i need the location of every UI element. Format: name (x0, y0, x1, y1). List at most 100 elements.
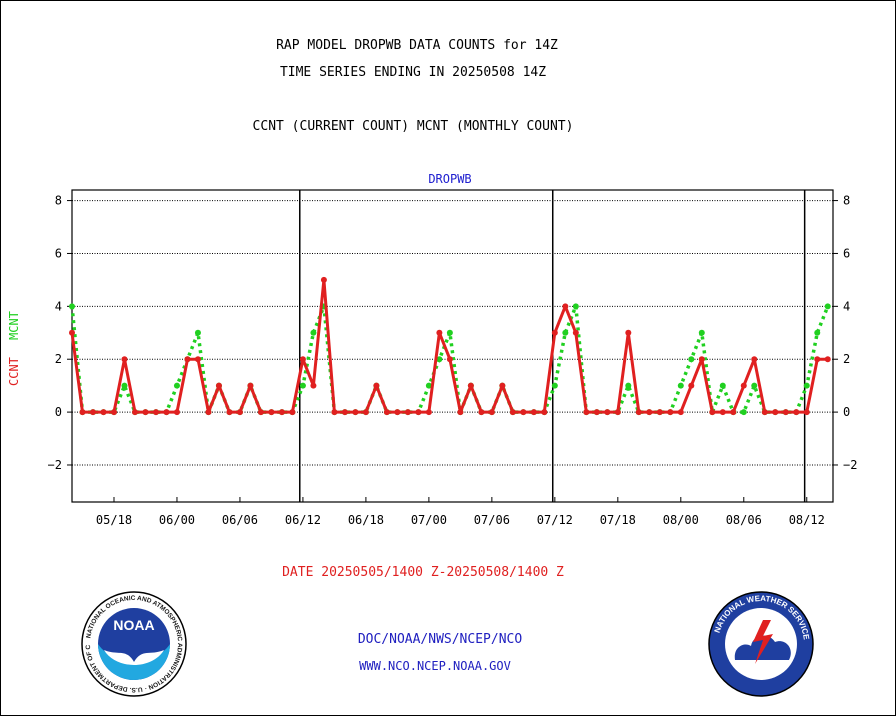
data-point-ccnt (352, 409, 359, 416)
data-point-mcnt (677, 382, 684, 389)
data-point-mcnt (751, 382, 758, 389)
data-point-ccnt (709, 409, 716, 416)
data-point-ccnt (520, 409, 527, 416)
data-point-mcnt (436, 356, 443, 363)
data-point-mcnt (69, 303, 75, 310)
x-tick-label: 06/06 (222, 513, 258, 527)
noaa-logo: NOAA NATIONAL OCEANIC AND ATMOSPHERIC AD… (80, 590, 187, 697)
data-point-ccnt (509, 409, 516, 416)
data-point-ccnt (205, 409, 212, 416)
plot-area (71, 189, 834, 503)
data-point-mcnt (173, 382, 180, 389)
data-point-ccnt (824, 356, 831, 363)
data-point-mcnt (425, 382, 432, 389)
data-point-ccnt (310, 382, 317, 389)
data-point-ccnt (499, 382, 506, 389)
data-point-ccnt (373, 382, 380, 389)
data-point-ccnt (436, 329, 443, 336)
data-point-mcnt (625, 382, 632, 389)
data-point-mcnt (688, 356, 695, 363)
data-point-ccnt (121, 356, 128, 363)
data-point-ccnt (656, 409, 663, 416)
data-point-ccnt (751, 356, 758, 363)
data-point-ccnt (383, 409, 390, 416)
date-range-label: DATE 20250505/1400 Z-20250508/1400 Z (282, 565, 564, 580)
data-point-ccnt (331, 409, 338, 416)
panel-title: DROPWB (428, 172, 472, 186)
data-point-mcnt (299, 382, 306, 389)
data-point-ccnt (89, 409, 96, 416)
data-point-ccnt (194, 356, 201, 363)
data-point-mcnt (551, 382, 558, 389)
y-label-mcnt: MCNT (7, 311, 21, 340)
y-tick-label-right: 0 (843, 405, 850, 419)
chart-subtitle: CCNT (CURRENT COUNT) MCNT (MONTHLY COUNT… (252, 119, 574, 134)
y-axis-label: CCNT MCNT (7, 311, 21, 386)
chart-title-line-2: TIME SERIES ENDING IN 20250508 14Z (279, 65, 547, 80)
data-point-ccnt (257, 409, 264, 416)
x-tick-label: 07/12 (537, 513, 573, 527)
y-tick-label-right: 6 (843, 246, 850, 260)
data-point-ccnt (719, 409, 726, 416)
chart-axes: −2 −2 0 0 2 2 4 4 6 6 8 8 05/18 06/00 06/06 06/12 06/18 0… (48, 189, 857, 527)
data-point-ccnt (394, 409, 401, 416)
y-tick-label-left: 6 (55, 246, 62, 260)
data-point-mcnt (698, 329, 705, 336)
data-point-ccnt (110, 409, 117, 416)
data-point-ccnt (247, 382, 254, 389)
data-point-ccnt (772, 409, 779, 416)
data-point-mcnt (740, 409, 747, 416)
series-layer (69, 276, 831, 416)
y-tick-label-left: 2 (55, 352, 62, 366)
data-point-ccnt (677, 409, 684, 416)
data-point-ccnt (625, 329, 632, 336)
y-label-ccnt: CCNT (7, 357, 21, 386)
data-point-ccnt (69, 329, 75, 336)
y-tick-label-left: 4 (55, 299, 62, 313)
x-tick-label: 07/00 (411, 513, 447, 527)
data-point-ccnt (415, 409, 422, 416)
data-point-mcnt (194, 329, 201, 336)
data-point-ccnt (467, 382, 474, 389)
data-point-ccnt (100, 409, 107, 416)
data-point-ccnt (341, 409, 348, 416)
x-tick-label: 07/18 (600, 513, 636, 527)
x-tick-label: 08/12 (789, 513, 825, 527)
data-point-mcnt (824, 303, 831, 310)
y-tick-label-left: 8 (55, 194, 62, 208)
y-tick-label-right: 4 (843, 299, 850, 313)
x-tick-label: 05/18 (96, 513, 132, 527)
data-point-ccnt (299, 356, 306, 363)
data-point-mcnt (562, 329, 569, 336)
data-point-ccnt (761, 409, 768, 416)
data-point-ccnt (425, 409, 432, 416)
data-point-ccnt (446, 356, 453, 363)
x-tick-label: 08/00 (663, 513, 699, 527)
data-point-mcnt (719, 382, 726, 389)
data-point-ccnt (478, 409, 485, 416)
data-point-ccnt (814, 356, 821, 363)
data-point-mcnt (803, 382, 810, 389)
data-point-ccnt (404, 409, 411, 416)
x-tick-label: 06/00 (159, 513, 195, 527)
x-tick-label: 06/18 (348, 513, 384, 527)
x-tick-label: 06/12 (285, 513, 321, 527)
chart: −2 −2 0 0 2 2 4 4 6 6 8 8 05/18 06/00 06/06 06/12 06/18 0… (48, 189, 857, 527)
data-point-mcnt (446, 329, 453, 336)
x-tick-label: 07/06 (474, 513, 510, 527)
x-tick-label: 08/06 (726, 513, 762, 527)
data-point-ccnt (667, 409, 674, 416)
data-point-ccnt (320, 276, 327, 283)
data-point-ccnt (730, 409, 737, 416)
org-line: DOC/NOAA/NWS/NCEP/NCO (357, 632, 523, 647)
data-point-ccnt (541, 409, 548, 416)
data-point-ccnt (79, 409, 86, 416)
data-point-ccnt (793, 409, 800, 416)
data-point-ccnt (142, 409, 149, 416)
data-point-ccnt (184, 356, 191, 363)
data-point-ccnt (635, 409, 642, 416)
data-point-ccnt (163, 409, 170, 416)
data-point-ccnt (226, 409, 233, 416)
noaa-logo-text: NOAA (113, 617, 154, 633)
nws-logo: NATIONAL WEATHER SERVICE (708, 591, 814, 697)
